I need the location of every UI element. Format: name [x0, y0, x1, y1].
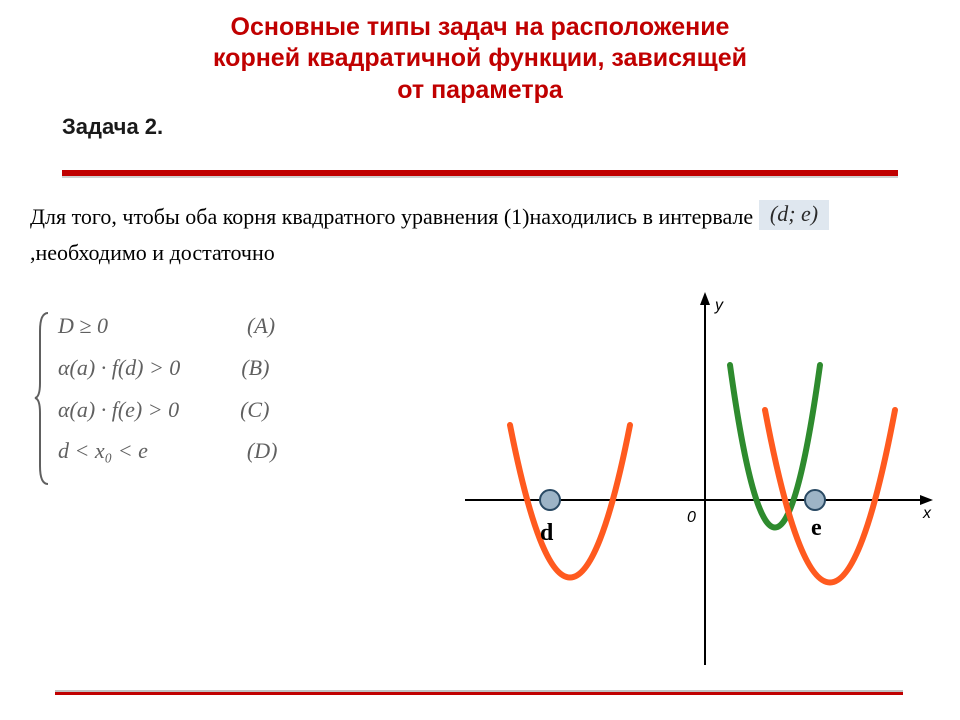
- svg-text:e: e: [811, 515, 822, 541]
- hr-bottom: [55, 690, 903, 695]
- svg-text:x: x: [922, 505, 932, 522]
- svg-text:0: 0: [687, 509, 696, 526]
- brace-icon: [34, 311, 52, 486]
- title-line-2: корней квадратичной функции, зависящей: [0, 43, 960, 74]
- condition-expr: α(a) · f(d) > 0: [58, 355, 180, 380]
- interval-expression: (d; e): [759, 200, 829, 238]
- parabola-diagram: y x 0 d e: [455, 290, 935, 670]
- condition-row: α(a) · f(d) > 0 (B): [58, 347, 277, 389]
- condition-row: α(a) · f(e) > 0 (C): [58, 389, 277, 431]
- task-number: Задача 2.: [0, 106, 960, 140]
- condition-expr: d < x₀ < e: [58, 438, 148, 463]
- condition-expr: α(a) · f(e) > 0: [58, 397, 179, 422]
- condition-expr: D ≥ 0: [58, 313, 108, 338]
- condition-label: (A): [247, 313, 275, 338]
- condition-row: D ≥ 0 (A): [58, 305, 277, 347]
- svg-text:y: y: [714, 297, 724, 314]
- svg-text:d: d: [540, 520, 554, 546]
- condition-label: (C): [240, 397, 269, 422]
- condition-row: d < x₀ < e (D): [58, 430, 277, 472]
- conditions-system: D ≥ 0 (A) α(a) · f(d) > 0 (B) α(a) · f(e…: [40, 305, 277, 472]
- svg-text:(d; e): (d; e): [770, 201, 818, 226]
- theorem-text: Для того, чтобы оба корня квадратного ур…: [30, 200, 940, 267]
- page-title: Основные типы задач на расположение корн…: [0, 0, 960, 106]
- condition-label: (B): [241, 355, 269, 380]
- title-line-3: от параметра: [0, 75, 960, 106]
- hr-top: [62, 170, 898, 178]
- title-line-1: Основные типы задач на расположение: [0, 12, 960, 43]
- body-after: ,необходимо и достаточно: [30, 240, 275, 265]
- condition-label: (D): [247, 438, 278, 463]
- body-before: Для того, чтобы оба корня квадратного ур…: [30, 204, 759, 229]
